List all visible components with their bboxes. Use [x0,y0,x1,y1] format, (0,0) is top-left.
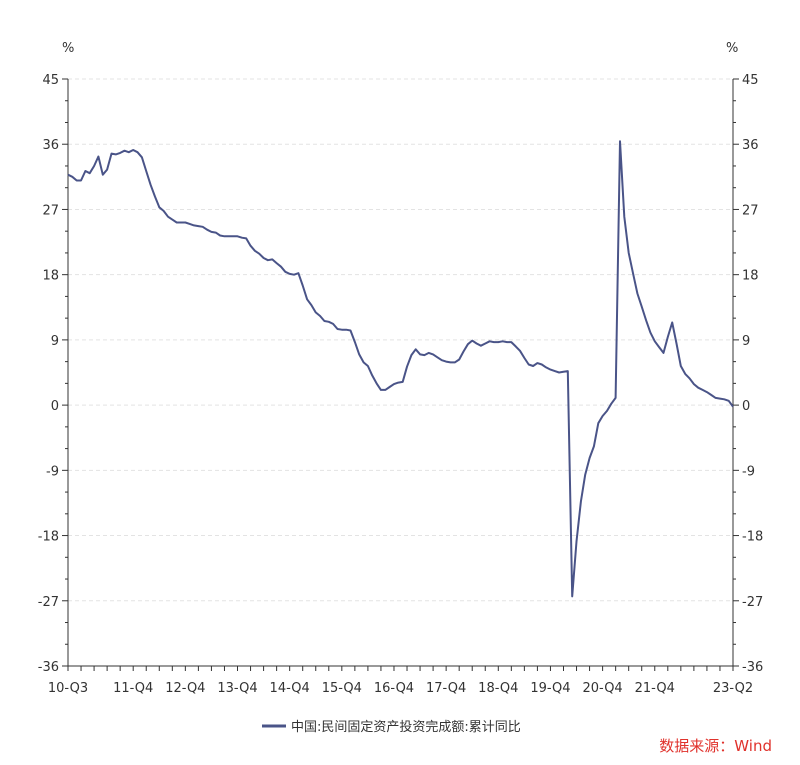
x-tick-label: 10-Q3 [48,681,88,696]
right-y-tick-label: -36 [742,660,763,675]
x-tick-label: 23-Q2 [713,681,753,696]
right-y-tick-label: 27 [742,203,759,218]
left-y-tick-label: -27 [38,595,59,610]
legend-label: 中国:民间固定资产投资完成额:累计同比 [291,719,521,735]
right-y-tick-label: 0 [742,399,750,414]
right-y-tick-label: -18 [742,530,763,545]
axes: % % [62,41,738,667]
left-y-tick-label: 18 [42,269,59,284]
left-y-tick-label: -36 [38,660,59,675]
tick-marks: 45 45 36 36 27 27 18 18 9 9 0 0 -9 -9 -18 -18 -27 -27 -36 -… [38,73,763,696]
x-tick-label: 18-Q4 [478,681,518,696]
right-y-tick-label: 45 [742,73,759,88]
x-tick-label: 11-Q4 [113,681,153,696]
x-tick-label: 16-Q4 [374,681,414,696]
right-y-tick-label: 36 [742,138,759,153]
left-y-tick-label: 9 [51,334,59,349]
right-y-unit-label: % [726,41,738,56]
left-y-tick-label: -9 [46,464,59,479]
left-y-tick-label: 27 [42,203,59,218]
right-y-tick-label: -9 [742,464,755,479]
right-y-tick-label: -27 [742,595,763,610]
series-lines [67,140,734,598]
series-line [67,140,734,598]
x-tick-label: 13-Q4 [217,681,257,696]
left-y-tick-label: -18 [38,530,59,545]
x-tick-label: 19-Q4 [530,681,570,696]
legend: 中国:民间固定资产投资完成额:累计同比 [262,719,521,735]
left-y-tick-label: 45 [42,73,59,88]
left-y-tick-label: 36 [42,138,59,153]
x-tick-label: 17-Q4 [426,681,466,696]
x-tick-label: 12-Q4 [165,681,205,696]
x-tick-label: 14-Q4 [270,681,310,696]
x-tick-label: 21-Q4 [635,681,675,696]
left-y-unit-label: % [62,41,74,56]
left-y-tick-label: 0 [51,399,59,414]
data-source-label: 数据来源：Wind [659,737,772,755]
grid-lines [68,78,733,602]
right-y-tick-label: 9 [742,334,750,349]
x-tick-label: 20-Q4 [582,681,622,696]
x-tick-label: 15-Q4 [322,681,362,696]
right-y-tick-label: 18 [742,269,759,284]
